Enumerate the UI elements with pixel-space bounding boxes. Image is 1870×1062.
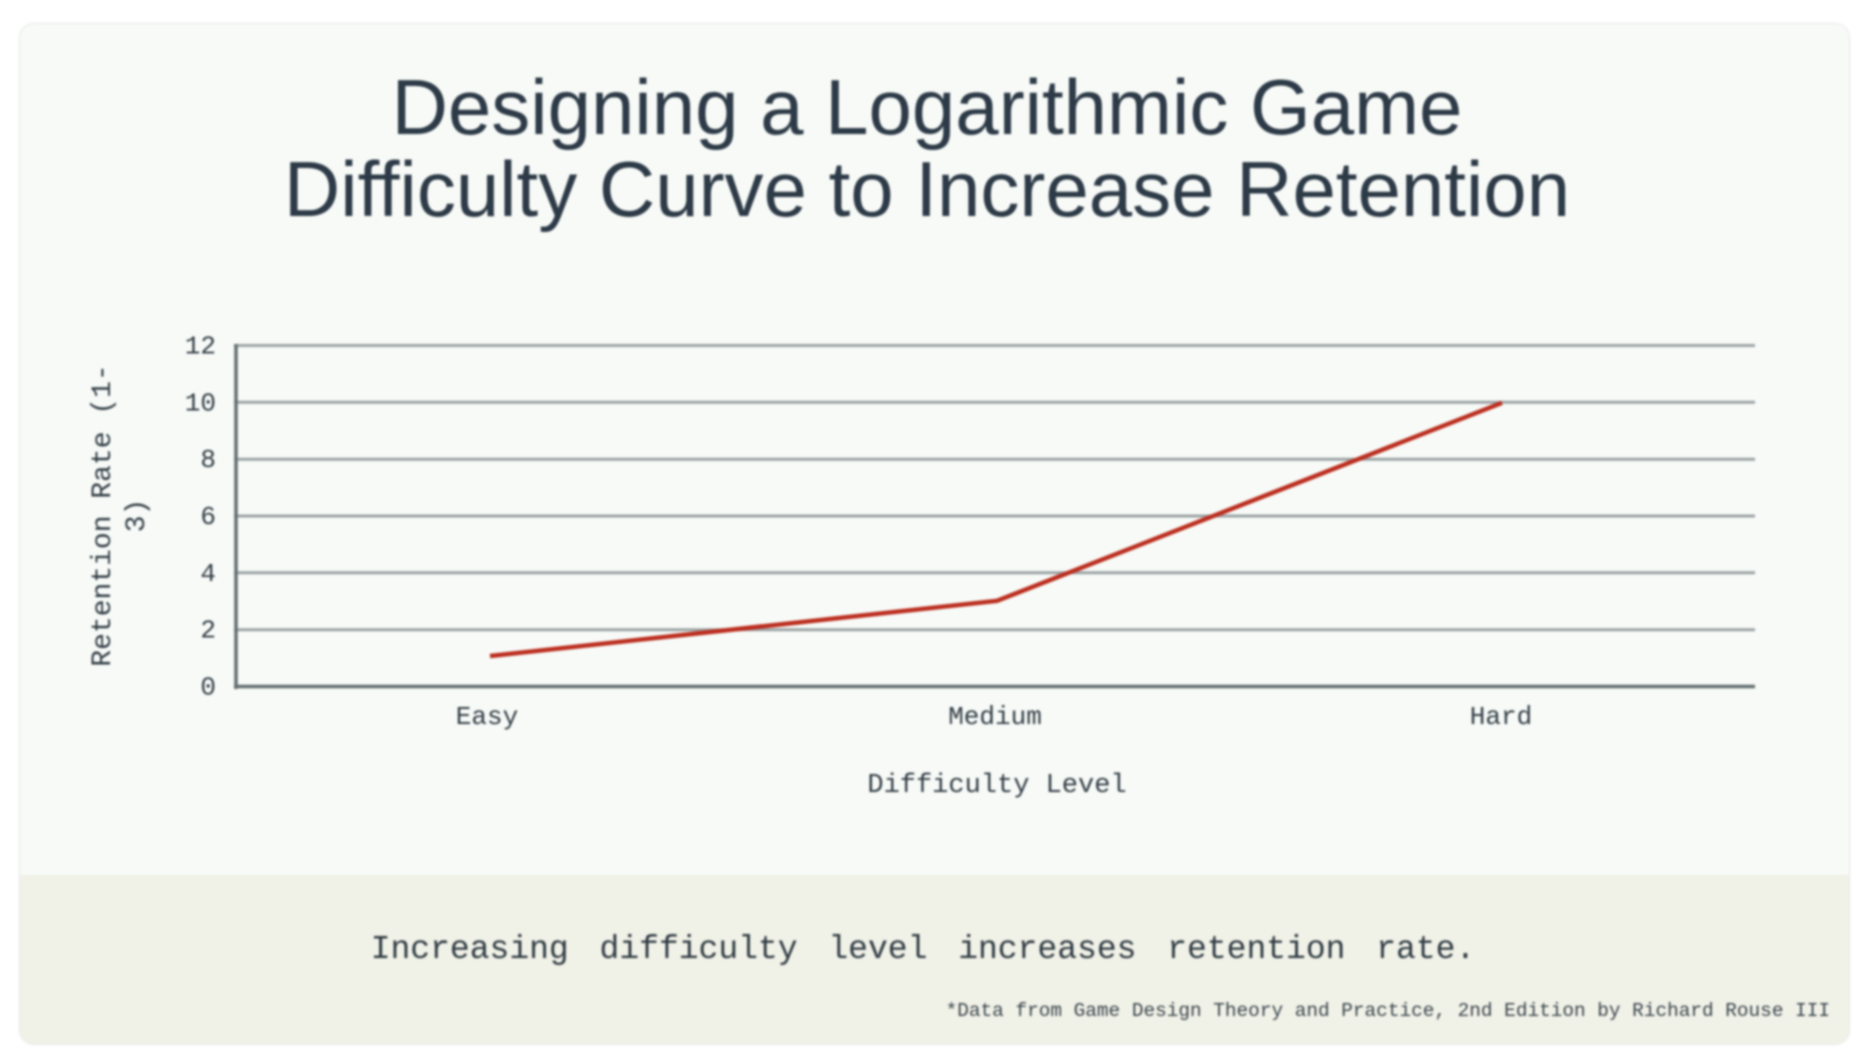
svg-text:6: 6 [200,502,216,532]
svg-text:Increasing difficulty level in: Increasing difficulty level increases re… [371,931,1476,968]
svg-text:Difficulty Level: Difficulty Level [867,771,1126,801]
svg-text:Medium: Medium [948,702,1042,732]
svg-text:Retention Rate (1-: Retention Rate (1- [88,364,119,666]
svg-text:Hard: Hard [1470,702,1532,732]
svg-text:4: 4 [200,559,216,589]
svg-text:12: 12 [185,332,216,362]
svg-text:*Data from Game Design Theory: *Data from Game Design Theory and Practi… [946,1000,1830,1022]
svg-text:2: 2 [200,616,216,646]
svg-text:0: 0 [200,673,216,703]
svg-text:Easy: Easy [456,702,518,732]
svg-text:10: 10 [185,388,216,418]
svg-text:8: 8 [200,445,216,475]
svg-text:3): 3) [122,499,153,533]
